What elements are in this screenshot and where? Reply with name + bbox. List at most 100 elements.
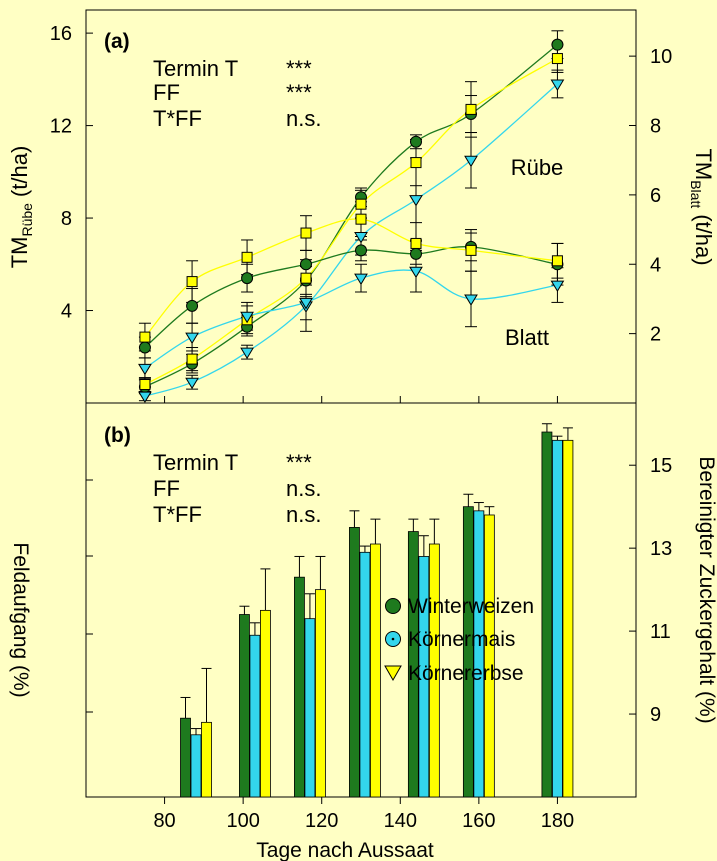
- point-ruebe-koernermais: [354, 232, 368, 244]
- legend-marker-koernererbse: [384, 665, 402, 682]
- point-ruebe-koernermais: [409, 195, 423, 207]
- point-blatt-winterweizen: [138, 341, 151, 354]
- x-tick-label: 160: [462, 810, 495, 832]
- point-blatt-koernermais: [354, 273, 368, 286]
- point-ruebe-koernererbse: [139, 379, 151, 391]
- y-right-tick-label-a: 8: [650, 116, 661, 138]
- y-right-tick-label-b: 11: [650, 621, 671, 643]
- y-left-title-a-unit: (t/ha): [7, 146, 32, 197]
- panel-b-bars: [180, 423, 574, 798]
- point-ruebe-koernererbse: [355, 198, 367, 210]
- point-blatt-winterweizen: [300, 258, 312, 271]
- y-right-title-a-sub: Blatt: [688, 180, 704, 208]
- panel-b-axes: 9 11 13 15 80 100 120 140 160 180: [86, 455, 672, 832]
- panel-a-data-points: [138, 38, 565, 404]
- y-left-tick-label-a: 12: [50, 116, 72, 138]
- y-left-title-a-sub: Rübe: [19, 203, 35, 237]
- bar-winterweizen: [462, 506, 474, 798]
- x-axis-title: Tage nach Aussaat: [256, 839, 434, 861]
- x-tick-label: 120: [305, 810, 338, 832]
- point-ruebe-koernererbse: [551, 53, 563, 65]
- bar-koernermais: [190, 734, 202, 798]
- point-ruebe-koernermais: [138, 391, 152, 404]
- point-blatt-koernererbse: [186, 276, 198, 288]
- stats-b-sig-3: n.s.: [286, 502, 321, 527]
- point-blatt-koernererbse: [465, 244, 477, 256]
- bar-koernermais: [552, 439, 563, 798]
- bar-koernererbse: [201, 721, 212, 798]
- point-blatt-koernererbse: [300, 227, 312, 239]
- point-blatt-koernermais: [185, 332, 199, 345]
- y-right-tick-label-b: 9: [650, 704, 661, 726]
- y-right-title-a-unit: (t/ha): [691, 214, 716, 265]
- point-ruebe-winterweizen: [410, 135, 422, 148]
- bar-winterweizen: [294, 576, 305, 798]
- y-right-tick-label-b: 15: [650, 455, 672, 477]
- point-blatt-koernererbse: [241, 251, 253, 263]
- stats-b-factor-3: T*FF: [153, 502, 202, 527]
- point-blatt-koernererbse: [551, 255, 563, 267]
- stats-b-sig-2: n.s.: [286, 476, 321, 501]
- y-right-tick-label-a: 10: [650, 46, 672, 68]
- x-tick-label: 180: [541, 810, 574, 832]
- point-ruebe-koernererbse: [465, 103, 477, 115]
- y-right-axis-title-a: TMBlatt (t/ha): [688, 148, 716, 265]
- bar-koernererbse: [260, 609, 271, 798]
- bar-koernererbse: [562, 439, 574, 798]
- point-blatt-koernermais: [138, 363, 152, 376]
- point-blatt-winterweizen: [186, 299, 199, 312]
- y-left-title-a-main: TM: [7, 237, 32, 269]
- stats-a-sig-3: n.s.: [286, 106, 321, 131]
- legend: Winterweizen Körnermais Körnererbse: [384, 595, 534, 685]
- point-blatt-koernermais: [409, 266, 423, 279]
- point-blatt-winterweizen: [355, 244, 367, 257]
- legend-label-koernererbse: Körnererbse: [408, 662, 524, 685]
- y-right-tick-label-a: 4: [650, 254, 661, 276]
- point-ruebe-koernererbse: [300, 272, 312, 284]
- y-left-axis-title-a: TMRübe (t/ha): [7, 146, 35, 269]
- legend-label-winterweizen: Winterweizen: [408, 595, 534, 618]
- bar-koernermais: [249, 634, 261, 798]
- point-ruebe-koernermais: [240, 347, 254, 360]
- y-left-tick-label-a: 4: [61, 301, 72, 323]
- y-right-tick-label-a: 2: [650, 324, 661, 346]
- point-blatt-koernermais: [464, 294, 478, 306]
- y-right-tick-label-a: 6: [650, 185, 661, 207]
- panel-b-stats: Termin T *** FF n.s. T*FF n.s.: [153, 450, 321, 527]
- y-left-tick-label-a: 16: [50, 23, 72, 45]
- stats-b-factor-2: FF: [153, 476, 180, 501]
- stats-a-factor-1: Termin T: [153, 56, 238, 81]
- panel-b-label: (b): [104, 424, 131, 447]
- stats-a-factor-2: FF: [153, 80, 180, 105]
- stats-b-sig-1: ***: [286, 450, 312, 475]
- legend-marker-winterweizen: [385, 598, 401, 614]
- y-right-axis-title-b: Bereinigter Zuckergehalt (%): [695, 456, 717, 723]
- panel-a-axes: 4 8 12 16 2 4 6 8 10: [50, 23, 672, 403]
- point-blatt-koernermais: [550, 280, 565, 293]
- panel-a-label: (a): [104, 30, 130, 53]
- x-tick-label: 140: [384, 810, 417, 832]
- point-ruebe-koernermais: [185, 377, 199, 390]
- stats-a-sig-1: ***: [286, 56, 312, 81]
- point-blatt-koernermais: [299, 297, 313, 310]
- bar-koernermais: [359, 551, 371, 798]
- y-right-title-a-main: TM: [691, 148, 716, 180]
- point-blatt-koernererbse: [410, 237, 422, 249]
- legend-label-koernermais: Körnermais: [408, 628, 515, 651]
- point-ruebe-koernererbse: [410, 157, 422, 169]
- point-blatt-koernermais: [240, 311, 254, 324]
- y-left-tick-label-a: 8: [61, 208, 72, 230]
- point-blatt-koernererbse: [355, 213, 367, 225]
- y-right-tick-label-b: 13: [650, 538, 672, 560]
- bar-winterweizen: [239, 614, 250, 798]
- point-blatt-winterweizen: [410, 247, 422, 260]
- point-ruebe-koernermais: [550, 79, 565, 91]
- point-ruebe-winterweizen: [551, 38, 564, 51]
- bar-koernererbse: [483, 514, 495, 798]
- bar-koernermais: [304, 618, 316, 798]
- bar-winterweizen: [180, 717, 191, 798]
- bar-winterweizen: [541, 431, 553, 798]
- legend-marker-koernermais-dot: [391, 637, 395, 641]
- panel-a-stats: Termin T *** FF *** T*FF n.s.: [153, 56, 321, 131]
- point-ruebe-koernermais: [464, 155, 478, 168]
